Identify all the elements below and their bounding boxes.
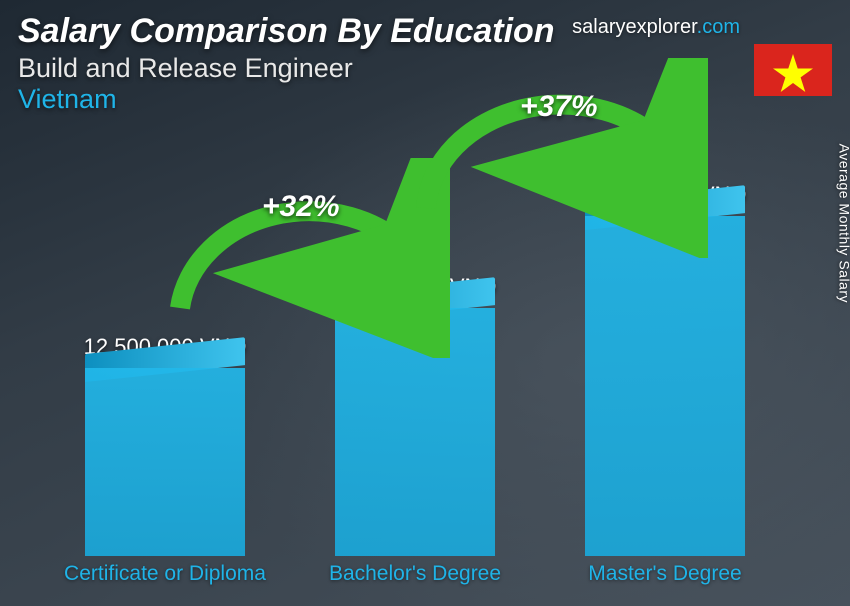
bar-category: Bachelor's Degree bbox=[329, 562, 501, 586]
bar-front-facet bbox=[585, 216, 745, 556]
brand-suffix: .com bbox=[697, 16, 740, 38]
bar-category: Master's Degree bbox=[588, 562, 741, 586]
subtitle-country: Vietnam bbox=[18, 84, 832, 115]
bar bbox=[585, 216, 745, 556]
subtitle-job: Build and Release Engineer bbox=[18, 53, 832, 84]
increase-label-1: +32% bbox=[262, 190, 340, 224]
vietnam-flag-icon bbox=[754, 44, 832, 96]
bar bbox=[85, 368, 245, 556]
y-axis-label: Average Monthly Salary bbox=[836, 144, 850, 303]
brand-name: salaryexplorer bbox=[572, 16, 697, 38]
bar-front-facet bbox=[85, 368, 245, 556]
brand-watermark: salaryexplorer.com bbox=[572, 16, 740, 39]
bar-category: Certificate or Diploma bbox=[64, 562, 266, 586]
bar-group-0: 12,500,000 VND Certificate or Diploma bbox=[55, 334, 275, 586]
